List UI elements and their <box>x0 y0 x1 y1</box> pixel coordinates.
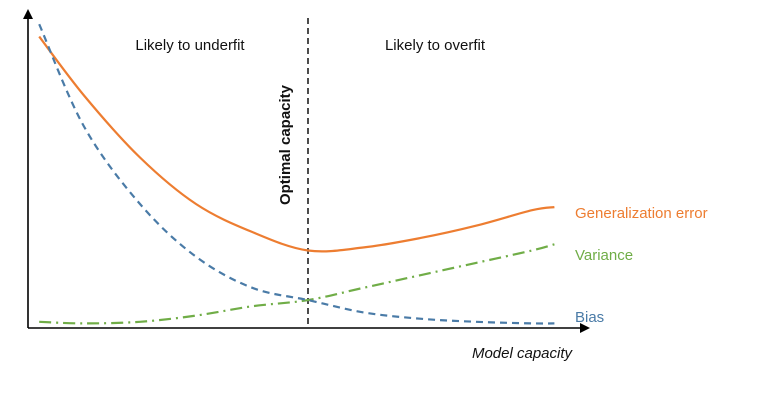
x-axis-title: Model capacity <box>472 345 574 362</box>
series-label-bias: Bias <box>575 309 604 326</box>
bias-line <box>38 23 555 325</box>
region-label-underfit: Likely to underfit <box>135 37 245 54</box>
region-label-overfit: Likely to overfit <box>385 37 486 54</box>
variance-line <box>39 243 555 325</box>
series-label-variance: Variance <box>575 247 633 264</box>
generalization-error-line <box>38 35 555 253</box>
series-label-generalization-error: Generalization error <box>575 205 708 222</box>
optimal-capacity-label: Optimal capacity <box>277 84 294 205</box>
